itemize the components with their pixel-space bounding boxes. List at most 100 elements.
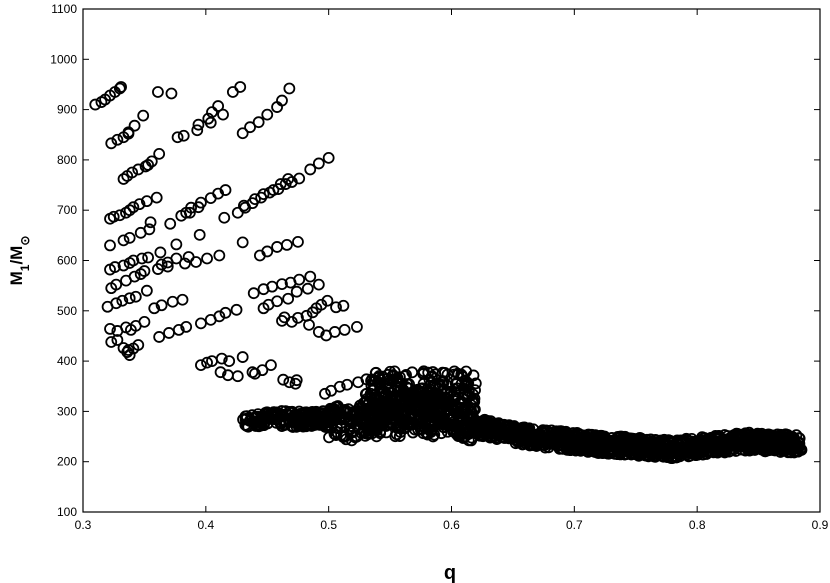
data-point (608, 445, 621, 458)
data-point (134, 268, 147, 280)
data-point (104, 239, 116, 252)
data-point (520, 435, 533, 448)
data-point (384, 416, 397, 429)
data-point (109, 261, 121, 273)
data-point (720, 442, 733, 455)
data-point (454, 428, 467, 441)
data-point (256, 364, 269, 377)
data-point (443, 418, 456, 430)
data-point (261, 108, 274, 121)
data-point (628, 444, 641, 457)
data-point (444, 411, 457, 424)
data-point (268, 411, 281, 423)
data-point (212, 187, 225, 200)
data-point (290, 374, 303, 387)
data-point (732, 429, 745, 441)
data-point (292, 311, 304, 324)
data-point (461, 427, 474, 440)
x-tick-label: 0.8 (689, 518, 706, 532)
data-point (328, 326, 341, 338)
data-point (428, 409, 441, 422)
data-point (127, 201, 140, 214)
data-point (89, 98, 102, 111)
data-point (128, 270, 141, 283)
data-point (490, 433, 503, 446)
data-point (763, 430, 776, 442)
data-point (218, 211, 231, 224)
data-point (236, 236, 249, 249)
data-point (110, 297, 123, 310)
data-point (498, 431, 510, 444)
data-point (133, 198, 146, 211)
data-point (230, 303, 243, 316)
y-tick-label: 700 (57, 203, 77, 217)
data-point (519, 422, 532, 435)
data-point (144, 216, 157, 229)
data-point (219, 306, 232, 319)
data-point (127, 254, 140, 267)
data-point (553, 442, 566, 455)
data-point (161, 260, 174, 273)
data-point (246, 197, 259, 210)
data-point (166, 295, 179, 308)
data-point (223, 355, 236, 368)
data-point (123, 292, 136, 305)
data-point (304, 163, 317, 176)
data-point (521, 429, 534, 442)
data-point (338, 324, 351, 336)
data-point (153, 331, 166, 343)
data-point (625, 432, 638, 445)
data-point (234, 81, 247, 93)
data-point (360, 387, 373, 400)
x-tick-label: 0.5 (320, 518, 337, 532)
data-point (639, 442, 652, 454)
data-point (283, 376, 296, 389)
data-point (180, 320, 193, 333)
data-point (337, 429, 350, 442)
data-point (170, 238, 183, 251)
data-point (142, 251, 155, 264)
data-point (337, 299, 350, 312)
data-point (117, 173, 130, 185)
data-point (111, 133, 124, 146)
data-point (164, 217, 177, 230)
data-point (185, 201, 197, 214)
data-point (469, 384, 481, 397)
data-point (176, 293, 189, 306)
data-point (773, 434, 786, 447)
data-point (312, 278, 325, 291)
data-point (191, 124, 204, 137)
data-point (280, 239, 293, 251)
data-point (462, 426, 475, 439)
data-point (301, 282, 314, 295)
data-point (465, 399, 478, 411)
data-point (450, 425, 463, 438)
data-point (152, 86, 164, 98)
data-point (213, 249, 226, 262)
data-point (583, 443, 596, 456)
data-point (426, 366, 439, 378)
data-point (425, 376, 438, 389)
data-point (409, 400, 421, 413)
data-point (115, 81, 127, 93)
data-point (123, 231, 136, 244)
data-point (277, 373, 290, 386)
data-point (362, 403, 374, 416)
data-point (349, 430, 362, 443)
data-point (318, 416, 330, 429)
data-point (569, 444, 582, 457)
data-point (126, 166, 139, 179)
data-point (429, 416, 442, 429)
data-point (378, 399, 391, 412)
data-point (393, 384, 405, 397)
data-point (613, 435, 625, 448)
data-point (182, 251, 195, 263)
y-tick-label: 300 (57, 404, 77, 418)
data-point (374, 425, 386, 438)
data-point (780, 440, 793, 453)
data-point (192, 201, 205, 214)
data-point (111, 334, 124, 346)
data-point (179, 257, 191, 270)
